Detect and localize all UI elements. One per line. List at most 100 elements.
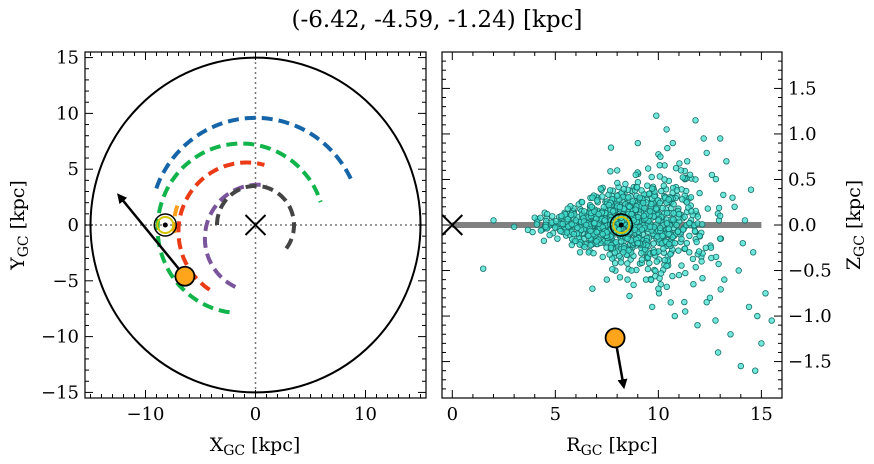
star-point [570, 230, 578, 238]
star-point [667, 299, 674, 306]
star-point [670, 210, 677, 217]
figure-title: (-6.42, -4.59, -1.24) [kpc] [292, 7, 583, 33]
rz-xtick-label: 0 [447, 404, 458, 425]
star-point [704, 205, 711, 212]
star-point [603, 276, 610, 283]
rz-sun-dot [618, 222, 624, 228]
star-point [703, 149, 710, 157]
rz-ytick-label: 0.0 [788, 215, 817, 236]
star-point [663, 209, 671, 217]
star-point [656, 161, 663, 169]
star-point [741, 217, 749, 224]
xy-xlabel: XGC [kpc] [210, 434, 301, 459]
star-point [593, 238, 600, 245]
star-point [706, 294, 714, 301]
star-point [656, 199, 663, 207]
xy-ytick-label: −10 [41, 327, 79, 348]
xy-xtick-label: −10 [127, 404, 165, 425]
star-point [671, 239, 678, 247]
star-point [707, 244, 715, 251]
star-point [678, 262, 685, 269]
star-point [717, 235, 724, 242]
star-point [754, 312, 761, 320]
rz-ytick-label: −1.5 [788, 352, 832, 373]
star-point [715, 204, 723, 212]
star-point [585, 232, 592, 240]
star-point [595, 210, 602, 218]
star-point [712, 317, 719, 324]
star-point [564, 205, 571, 212]
star-point [543, 210, 551, 218]
star-point [739, 239, 746, 247]
star-point [731, 203, 738, 210]
star-point [638, 256, 646, 263]
star-point [712, 253, 720, 261]
star-point [581, 208, 588, 215]
star-point [762, 290, 769, 297]
star-point [665, 240, 673, 248]
star-point [694, 322, 701, 329]
star-point [640, 199, 647, 207]
star-point [640, 212, 648, 220]
star-point [690, 281, 697, 288]
xy-plot-area [85, 52, 426, 398]
star-point [599, 193, 606, 200]
spiral-arm-3 [172, 201, 181, 234]
star-point [557, 227, 564, 235]
star-point [620, 249, 627, 256]
star-point [675, 247, 682, 254]
star-point [717, 212, 724, 220]
star-point [686, 232, 693, 239]
star-point [644, 182, 651, 189]
star-point [628, 267, 635, 274]
star-point [696, 189, 703, 197]
star-point [563, 229, 571, 236]
xy-velocity-arrow [117, 193, 186, 278]
star-point [655, 285, 662, 292]
star-point [676, 160, 683, 167]
star-point [620, 185, 627, 193]
star-point [747, 186, 755, 193]
star-point [663, 283, 670, 290]
star-point [587, 241, 594, 249]
star-point [626, 292, 633, 300]
star-point [588, 203, 595, 211]
star-point [715, 260, 722, 268]
star-point [644, 165, 652, 172]
rz-ytick-label: 1.0 [788, 124, 817, 145]
star-point [723, 158, 730, 165]
star-point [699, 275, 706, 282]
star-point [625, 194, 632, 201]
xy-ytick-label: 5 [68, 159, 79, 180]
star-point [682, 308, 689, 315]
star-point [624, 276, 631, 283]
star-point [617, 259, 625, 266]
star-point [682, 269, 689, 277]
rz-object-marker [604, 327, 626, 349]
star-point [614, 192, 621, 200]
sun-yellow-ring [156, 216, 175, 234]
star-point [574, 224, 581, 232]
spiral-arm-0 [154, 115, 354, 190]
star-point [675, 210, 683, 218]
star-point [632, 171, 639, 179]
star-point [510, 223, 518, 230]
star-point [590, 249, 597, 257]
rz-plot-area [442, 112, 775, 390]
star-point [572, 237, 579, 245]
star-point [644, 265, 652, 273]
star-point [673, 221, 680, 229]
star-point [752, 367, 759, 374]
star-point [542, 223, 549, 231]
star-point [686, 249, 693, 256]
star-point [657, 153, 664, 160]
xy-ytick-label: 0 [68, 215, 79, 236]
star-point [531, 214, 538, 221]
star-point [606, 251, 613, 258]
xy-xtick-label: 10 [354, 404, 377, 425]
star-point [665, 230, 672, 238]
star-point [607, 144, 615, 151]
star-point [656, 173, 663, 180]
star-point [692, 117, 699, 124]
spiral-arm-4 [202, 182, 268, 289]
